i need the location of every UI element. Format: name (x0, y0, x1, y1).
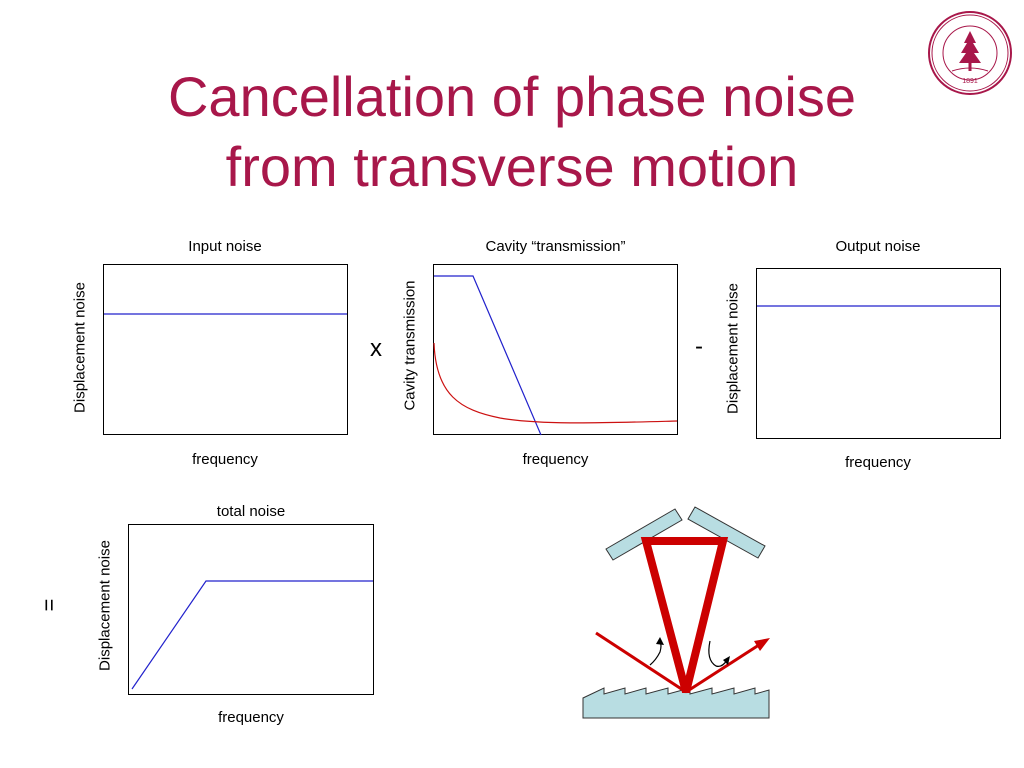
cavity-plot (433, 264, 678, 435)
total-noise-plot (128, 524, 374, 695)
cavity-xlabel: frequency (522, 451, 589, 468)
outgoing-beam (685, 641, 763, 694)
total-noise-title: total noise (216, 503, 286, 520)
minus-operator: - (695, 333, 703, 360)
input-noise-xlabel: frequency (192, 451, 258, 468)
left-mirror (605, 508, 683, 561)
output-noise-ylabel: Displacement noise (724, 283, 742, 414)
incoming-beam (595, 631, 687, 694)
total-noise-xlabel: frequency (218, 709, 284, 726)
input-noise-ylabel: Displacement noise (71, 282, 89, 413)
grating (582, 687, 770, 719)
outgoing-arrowhead (754, 638, 770, 651)
seal-year: 1891 (962, 78, 978, 85)
title-line-1: Cancellation of phase noise (167, 65, 857, 128)
cavity-title: Cavity “transmission” (485, 238, 626, 255)
title-line-2: from transverse motion (225, 135, 799, 198)
right-mirror (687, 506, 766, 559)
equals-operator: = (36, 598, 62, 612)
left-rotation-arrow (649, 641, 662, 666)
output-noise-xlabel: frequency (845, 454, 911, 471)
output-noise-plot (756, 268, 1001, 439)
cavity-beam (640, 537, 729, 694)
cavity-ylabel: Cavity transmission (401, 280, 419, 411)
input-noise-title: Input noise (188, 238, 262, 255)
input-noise-plot (103, 264, 348, 435)
times-operator: x (370, 335, 382, 362)
output-noise-title: Output noise (835, 238, 921, 255)
right-rotation-arrow (708, 640, 728, 667)
total-noise-ylabel: Displacement noise (96, 540, 114, 671)
slide-title: Cancellation of phase noise from transve… (0, 62, 1024, 202)
